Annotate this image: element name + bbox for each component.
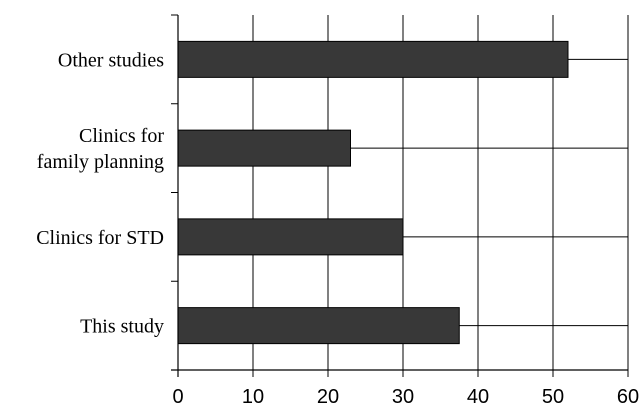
- bar-2: [177, 218, 404, 256]
- category-label-0-0: Other studies: [58, 49, 164, 71]
- bar-3: [177, 307, 460, 345]
- x-tick-label-30: 30: [392, 386, 414, 408]
- x-tick-label-40: 40: [467, 386, 489, 408]
- x-tick-label-60: 60: [617, 386, 639, 408]
- category-label-3-0: This study: [80, 316, 164, 338]
- x-tick-label-50: 50: [542, 386, 564, 408]
- category-labels: Other studies Clinics for family planning C…: [36, 49, 164, 337]
- x-tick-label-10: 10: [242, 386, 264, 408]
- x-tick-labels: 0 10 20 30 40 50 60: [172, 386, 639, 408]
- bar-0: [177, 40, 569, 78]
- x-tick-label-0: 0: [172, 386, 183, 408]
- category-label-2-0: Clinics for STD: [36, 227, 164, 249]
- bars: [177, 40, 628, 345]
- bar-1: [177, 129, 351, 167]
- x-tick-label-20: 20: [317, 386, 339, 408]
- category-label-1-1: family planning: [37, 151, 164, 173]
- category-label-1-0: Clinics for: [79, 125, 164, 147]
- axes: [171, 14, 629, 377]
